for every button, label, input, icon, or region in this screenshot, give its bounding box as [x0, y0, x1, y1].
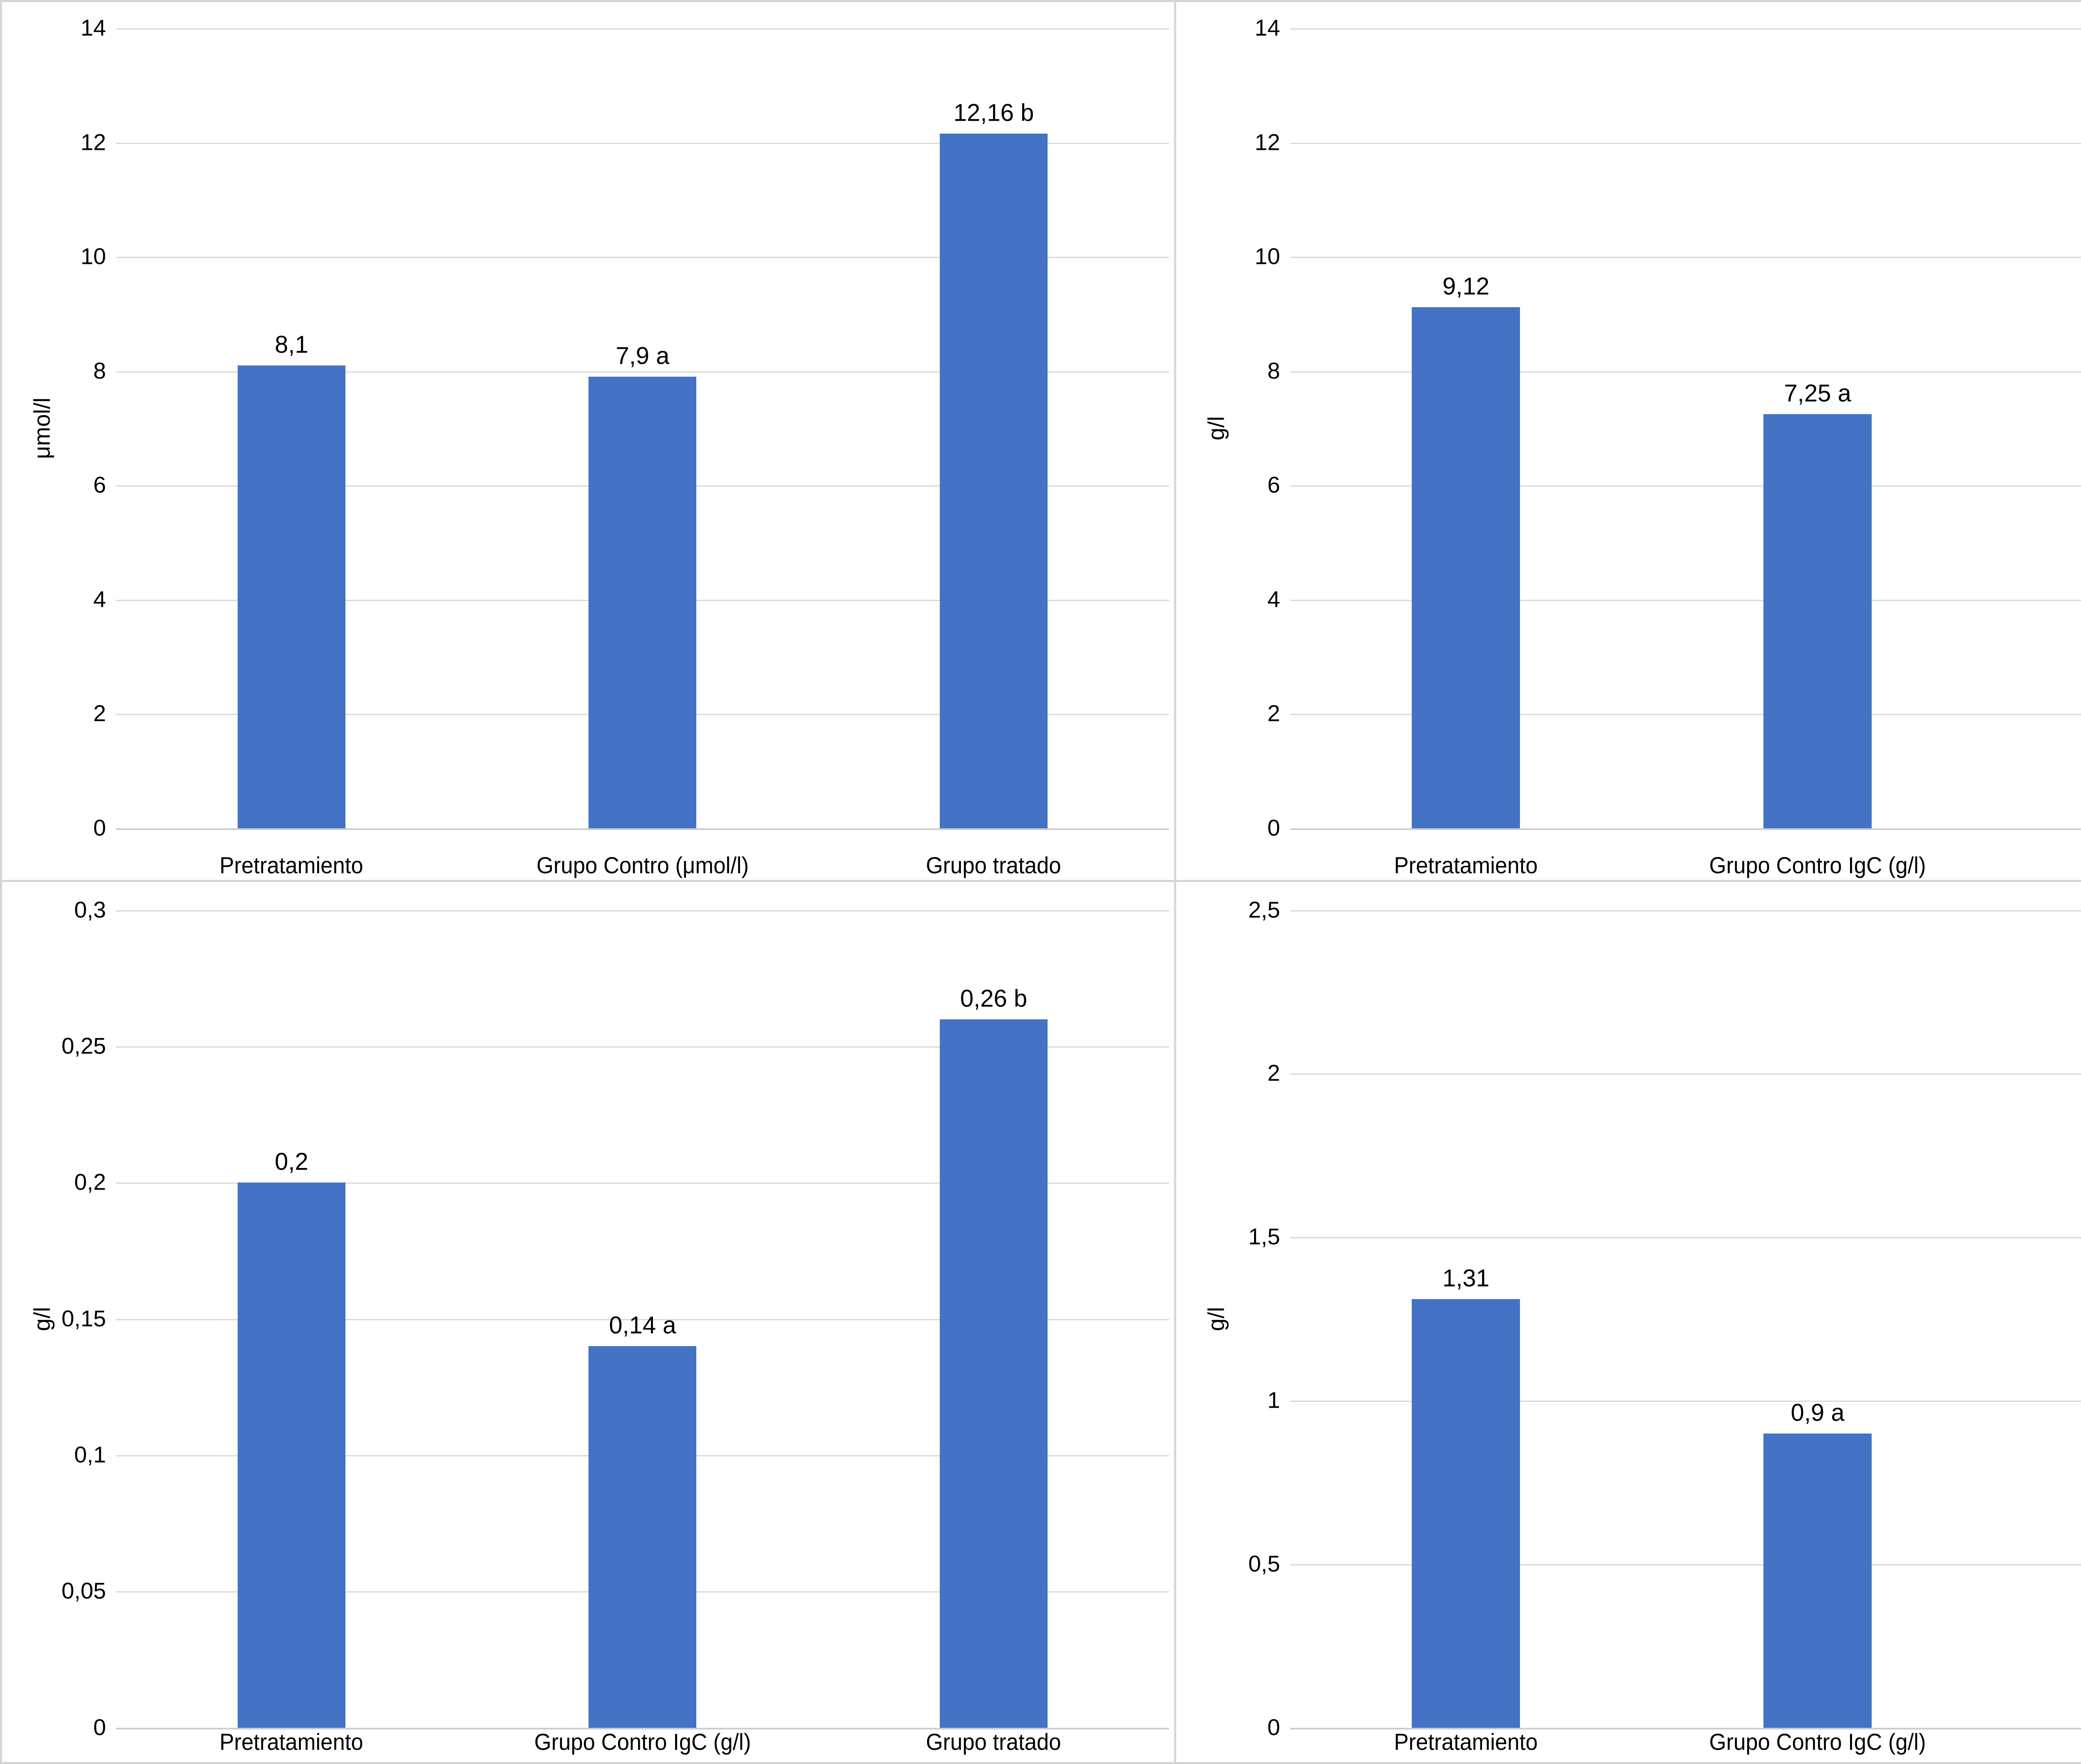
data-label: 0,2: [275, 1148, 308, 1175]
bar: [1763, 414, 1872, 828]
x-axis-line: [1290, 1727, 2081, 1729]
x-category-label: Pretratamiento: [219, 852, 364, 879]
y-tick-label: 14: [1254, 15, 1280, 41]
y-tick-label: 2: [1267, 700, 1280, 726]
y-axis-title: g/l: [1203, 1307, 1229, 1331]
y-tick-label: 8: [93, 358, 106, 384]
y-tick-label: 4: [93, 586, 106, 612]
y-axis-title: g/l: [1203, 416, 1229, 440]
data-label: 7,9 a: [616, 343, 670, 370]
x-category-label: Pretratamiento: [219, 1729, 364, 1755]
gridline: [116, 910, 1170, 912]
x-category-label: Grupo tratado: [926, 852, 1061, 879]
y-tick-label: 0,25: [61, 1033, 106, 1059]
y-tick-label: 0,05: [61, 1578, 106, 1604]
chart-bottom-left: g/l 0,3 0,25 0,2 0,15 0,1 0,05 0 0,2 Pretratamien…: [2, 882, 1176, 1762]
bar: [1763, 1433, 1872, 1728]
y-tick-label: 4: [1267, 586, 1280, 612]
gridline: [1290, 28, 2081, 30]
gridline: [116, 28, 1170, 30]
bar: [237, 365, 345, 828]
bar: [1412, 307, 1520, 828]
x-category-label: Pretratamiento: [1394, 1729, 1538, 1755]
x-axis-line: [1290, 828, 2081, 830]
y-tick-label: 12: [80, 129, 106, 155]
gridline: [1290, 257, 2081, 258]
gridline: [116, 371, 1170, 373]
y-tick-label: 0: [1267, 814, 1280, 840]
x-category-label: Grupo Contro (μmol/l): [536, 852, 749, 879]
gridline: [1290, 1073, 2081, 1075]
gridline: [1290, 1400, 2081, 1402]
x-category-label: Grupo Contro IgC (g/l): [534, 1729, 751, 1755]
gridline: [1290, 485, 2081, 487]
gridline: [116, 1046, 1170, 1048]
y-tick-label: 0,2: [74, 1169, 106, 1195]
data-label: 12,16 b: [953, 99, 1034, 127]
gridline: [1290, 1564, 2081, 1565]
gridline: [116, 1319, 1170, 1320]
gridline: [116, 257, 1170, 258]
y-tick-label: 0: [93, 814, 106, 840]
gridline: [116, 1183, 1170, 1184]
bar: [939, 1019, 1048, 1728]
bar: [939, 133, 1048, 828]
chart-top-right: g/l 14 12 10 8 6 4 2 0 9,12 Pretratamiento 7,25 a Gr…: [1176, 2, 2081, 882]
y-tick-label: 6: [1267, 472, 1280, 498]
data-label: 9,12: [1442, 273, 1490, 300]
gridline: [1290, 1237, 2081, 1239]
x-axis-line: [116, 1727, 1170, 1729]
y-tick-label: 12: [1254, 129, 1280, 155]
chart-top-left: μmol/l 14 12 10 8 6 4 2 0 8,1 Pretratamiento 7,9 a G…: [2, 2, 1176, 882]
y-tick-label: 1,5: [1248, 1223, 1280, 1250]
y-tick-label: 6: [93, 472, 106, 498]
data-label: 7,25 a: [1784, 380, 1851, 407]
bar: [589, 1346, 697, 1728]
y-tick-label: 2: [1267, 1060, 1280, 1086]
bar: [237, 1183, 345, 1728]
x-axis-line: [116, 828, 1170, 830]
bar: [589, 377, 697, 828]
gridline: [1290, 910, 2081, 912]
y-tick-label: 0,3: [74, 897, 106, 923]
x-category-label: Grupo Contro IgC (g/l): [1709, 852, 1926, 879]
y-axis-title: μmol/l: [29, 398, 55, 459]
y-tick-label: 0: [93, 1714, 106, 1740]
y-tick-label: 0,15: [61, 1305, 106, 1331]
data-label: 0,26 b: [960, 985, 1028, 1012]
y-tick-label: 0: [1267, 1714, 1280, 1740]
x-category-label: Pretratamiento: [1394, 852, 1538, 879]
y-tick-label: 0,5: [1248, 1550, 1280, 1577]
data-label: 8,1: [275, 331, 308, 358]
y-tick-label: 10: [80, 243, 106, 269]
y-axis-title: g/l: [29, 1307, 55, 1331]
data-label: 0,9 a: [1790, 1399, 1845, 1426]
gridline: [1290, 714, 2081, 716]
x-category-label: Grupo Contro IgC (g/l): [1709, 1729, 1926, 1755]
bar: [1412, 1299, 1520, 1728]
y-tick-label: 8: [1267, 358, 1280, 384]
gridline: [1290, 142, 2081, 144]
gridline: [1290, 371, 2081, 373]
data-label: 1,31: [1442, 1265, 1490, 1292]
y-tick-label: 2: [93, 700, 106, 726]
gridline: [1290, 599, 2081, 601]
y-tick-label: 10: [1254, 243, 1280, 269]
y-tick-label: 14: [80, 15, 106, 41]
y-tick-label: 2,5: [1248, 897, 1280, 923]
y-tick-label: 0,1: [74, 1441, 106, 1468]
x-category-label: Grupo tratado: [926, 1729, 1061, 1755]
y-tick-label: 1: [1267, 1387, 1280, 1413]
gridline: [116, 142, 1170, 144]
data-label: 0,14 a: [609, 1312, 676, 1339]
chart-bottom-right: g/l 2,5 2 1,5 1 0,5 0 1,31 Pretratamiento 0,9 a Gr…: [1176, 882, 2081, 1762]
